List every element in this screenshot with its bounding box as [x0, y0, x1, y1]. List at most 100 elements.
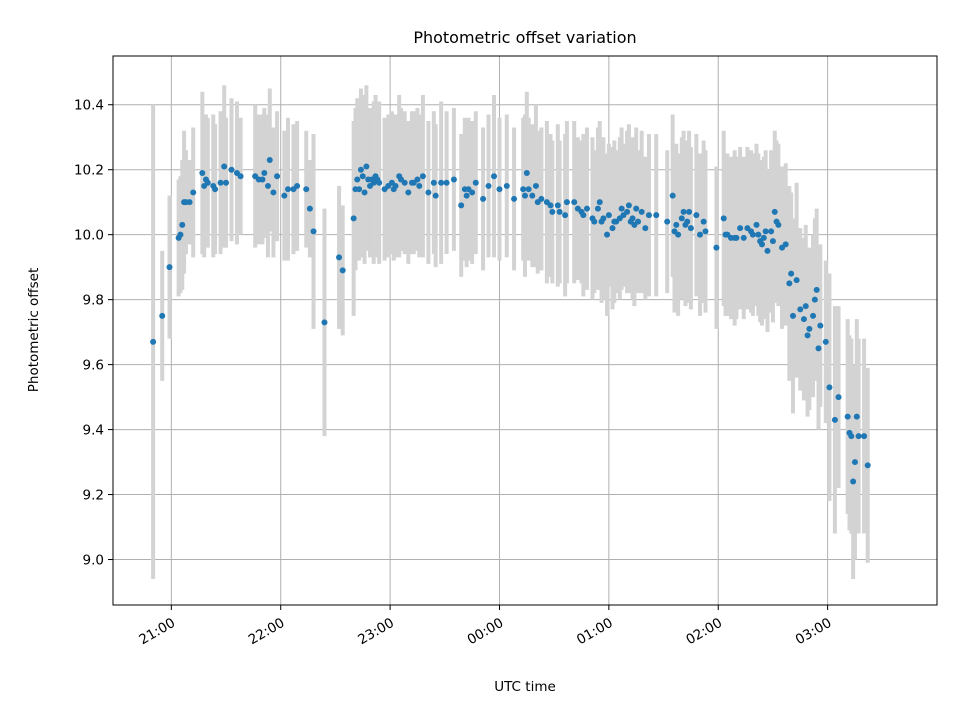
- data-point: [855, 433, 862, 440]
- data-point: [469, 189, 476, 196]
- data-point: [310, 228, 317, 235]
- y-tick-label: 9.0: [83, 553, 104, 569]
- data-point: [339, 267, 346, 274]
- data-point: [270, 189, 277, 196]
- data-point: [228, 166, 235, 173]
- data-point: [629, 215, 636, 222]
- data-point: [547, 202, 554, 209]
- data-point: [835, 394, 842, 401]
- data-point: [664, 218, 671, 225]
- data-point: [848, 433, 855, 440]
- data-point: [864, 462, 871, 469]
- data-point: [635, 218, 642, 225]
- data-point: [450, 176, 457, 183]
- data-point: [700, 218, 707, 225]
- data-point: [768, 228, 775, 235]
- data-point: [786, 280, 793, 287]
- data-point: [822, 338, 829, 345]
- data-point: [223, 179, 230, 186]
- data-point: [401, 179, 408, 186]
- data-point: [472, 179, 479, 186]
- data-point: [713, 244, 720, 251]
- data-point: [179, 221, 186, 228]
- data-point: [753, 221, 760, 228]
- data-point: [680, 208, 687, 215]
- data-point: [788, 270, 795, 277]
- data-point: [633, 205, 640, 212]
- data-point: [480, 195, 487, 202]
- data-point: [532, 182, 539, 189]
- y-tick-label: 10.2: [74, 163, 104, 179]
- data-point: [693, 212, 700, 219]
- data-point: [609, 225, 616, 232]
- data-point: [204, 179, 211, 186]
- data-point: [673, 221, 680, 228]
- data-point: [321, 319, 328, 326]
- data-point: [740, 234, 747, 241]
- data-point: [432, 192, 439, 199]
- data-point: [538, 195, 545, 202]
- data-point: [749, 231, 756, 238]
- data-point: [190, 189, 197, 196]
- data-point: [817, 322, 824, 329]
- data-point: [361, 189, 368, 196]
- data-point: [266, 156, 273, 163]
- data-point: [605, 212, 612, 219]
- data-point: [815, 345, 822, 352]
- data-point: [804, 332, 811, 339]
- data-point: [376, 179, 383, 186]
- data-point: [764, 247, 771, 254]
- data-point: [563, 199, 570, 206]
- data-point: [771, 208, 778, 215]
- data-point: [522, 192, 528, 199]
- y-tick-label: 9.8: [83, 293, 104, 309]
- data-point: [259, 176, 266, 183]
- data-point: [285, 186, 292, 193]
- data-point: [702, 228, 709, 235]
- data-point: [737, 225, 744, 232]
- chart-title: Photometric offset variation: [413, 28, 636, 47]
- data-point: [594, 205, 601, 212]
- data-point: [281, 192, 288, 199]
- data-point: [600, 215, 607, 222]
- data-point: [697, 231, 704, 238]
- y-tick-label: 9.6: [83, 358, 104, 374]
- data-point: [596, 199, 603, 206]
- data-point: [762, 228, 769, 235]
- data-point: [520, 186, 527, 193]
- data-point: [416, 182, 423, 189]
- y-tick-label: 10.4: [74, 98, 104, 114]
- data-point: [642, 225, 649, 232]
- data-point: [806, 325, 813, 332]
- data-point: [274, 173, 281, 180]
- data-point: [675, 231, 682, 238]
- data-point: [556, 208, 563, 215]
- data-point: [591, 218, 598, 225]
- data-point: [793, 277, 800, 284]
- data-point: [678, 215, 685, 222]
- data-point: [458, 202, 465, 209]
- data-point: [294, 182, 301, 189]
- data-point: [844, 413, 851, 420]
- data-point: [755, 231, 762, 238]
- y-axis-label: Photometric offset: [26, 268, 42, 392]
- data-point: [529, 192, 536, 199]
- data-point: [303, 186, 310, 193]
- data-point: [580, 212, 587, 219]
- data-point: [831, 416, 838, 423]
- data-point: [826, 384, 833, 391]
- data-point: [405, 189, 412, 196]
- data-point: [438, 179, 445, 186]
- data-point: [357, 166, 364, 173]
- x-axis-label: UTC time: [494, 679, 556, 695]
- data-point: [758, 241, 765, 248]
- data-point: [491, 173, 498, 180]
- data-point: [306, 205, 313, 212]
- data-point: [359, 173, 366, 180]
- data-point: [356, 186, 363, 193]
- data-point: [571, 199, 578, 206]
- data-point: [653, 212, 660, 219]
- data-point: [733, 234, 740, 241]
